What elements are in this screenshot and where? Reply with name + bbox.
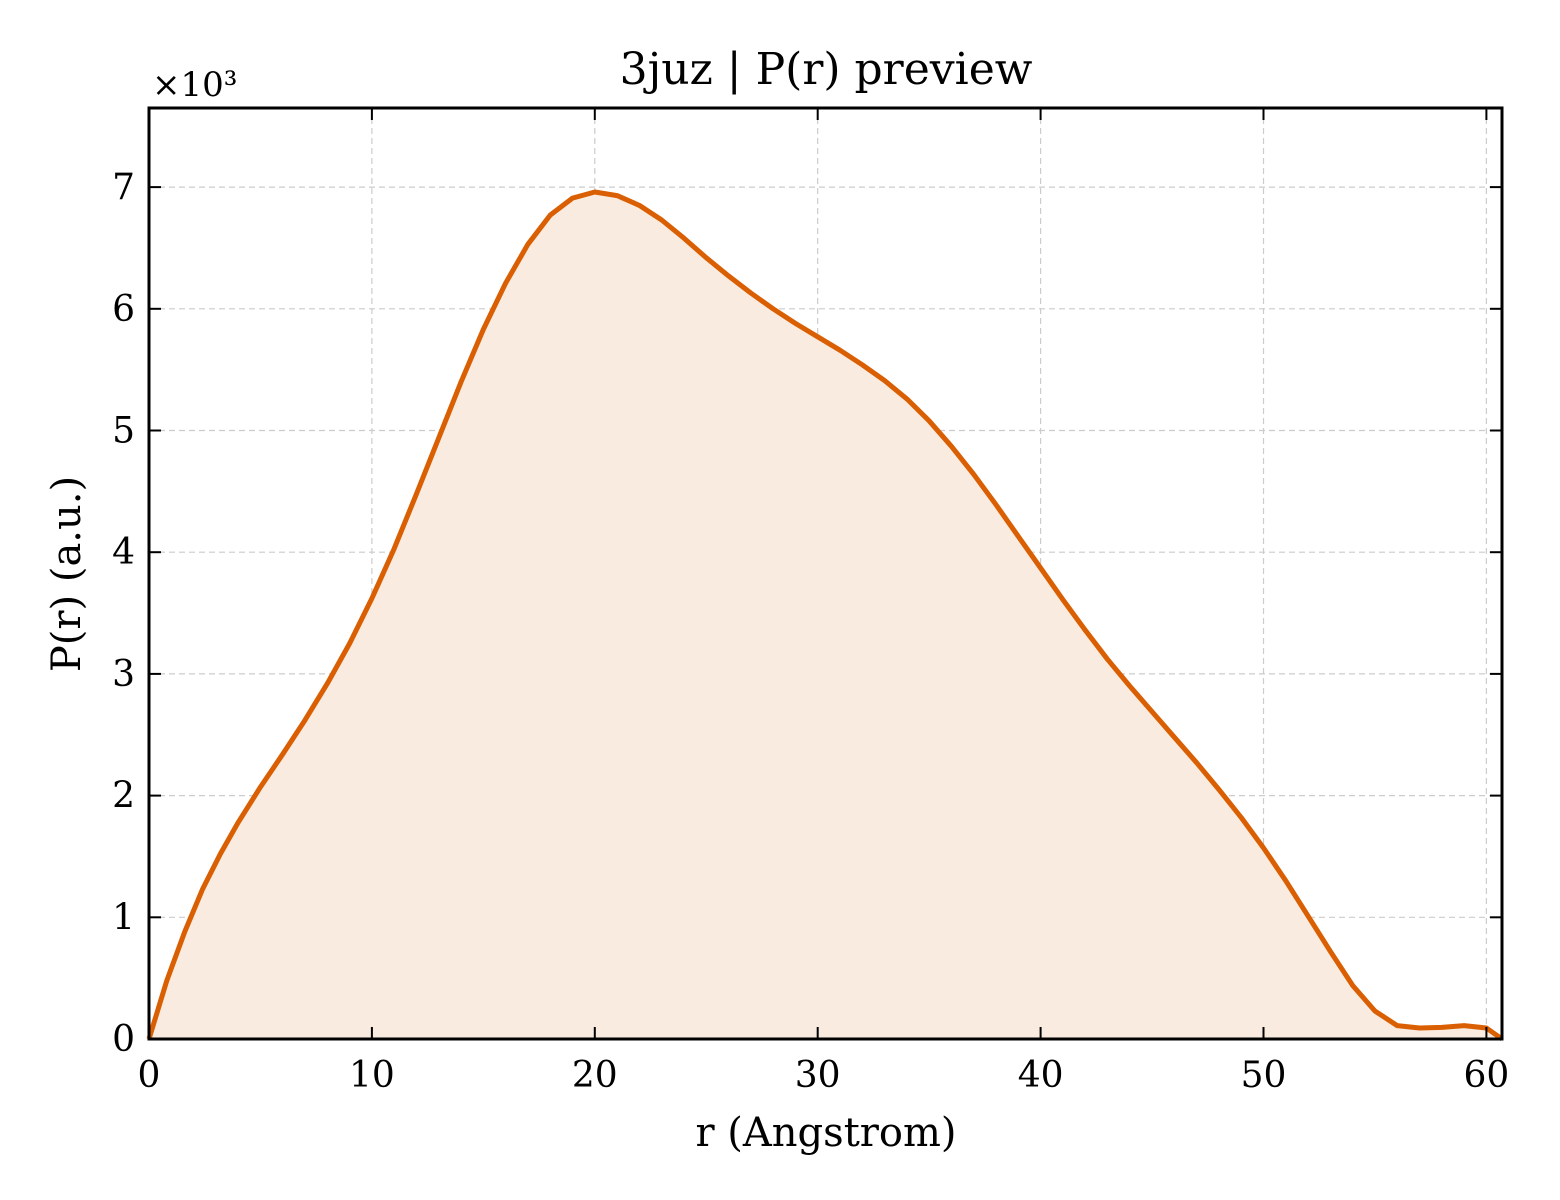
y-tick-label: 4 (112, 532, 135, 573)
x-tick-label: 10 (349, 1055, 395, 1096)
y-tick-label: 7 (112, 167, 135, 208)
x-tick-label: 50 (1241, 1055, 1287, 1096)
chart-title: 3juz | P(r) preview (620, 44, 1033, 95)
y-tick-label: 5 (112, 411, 135, 452)
y-tick-label: 2 (112, 776, 135, 817)
pr-series-line (146, 189, 1504, 1042)
x-tick-label: 60 (1463, 1055, 1509, 1096)
y-tick-label: 6 (112, 289, 135, 330)
axis-ticks: 0 10 20 30 40 50 60 0 1 2 3 4 5 6 7 (112, 108, 1509, 1096)
y-tick-label: 3 (112, 654, 135, 695)
x-tick-label: 20 (572, 1055, 618, 1096)
pr-area-fill (149, 192, 1502, 1039)
plot-frame (147, 106, 1504, 1041)
x-axis-label: r (Angstrom) (695, 1110, 956, 1156)
y-tick-label: 0 (112, 1019, 135, 1060)
x-tick-label: 40 (1018, 1055, 1064, 1096)
y-tick-label: 1 (112, 897, 135, 938)
y-axis-label: P(r) (a.u.) (44, 476, 90, 672)
x-tick-label: 30 (795, 1055, 841, 1096)
x-tick-label: 0 (138, 1055, 161, 1096)
y-multiplier-label: ×10³ (152, 65, 237, 105)
